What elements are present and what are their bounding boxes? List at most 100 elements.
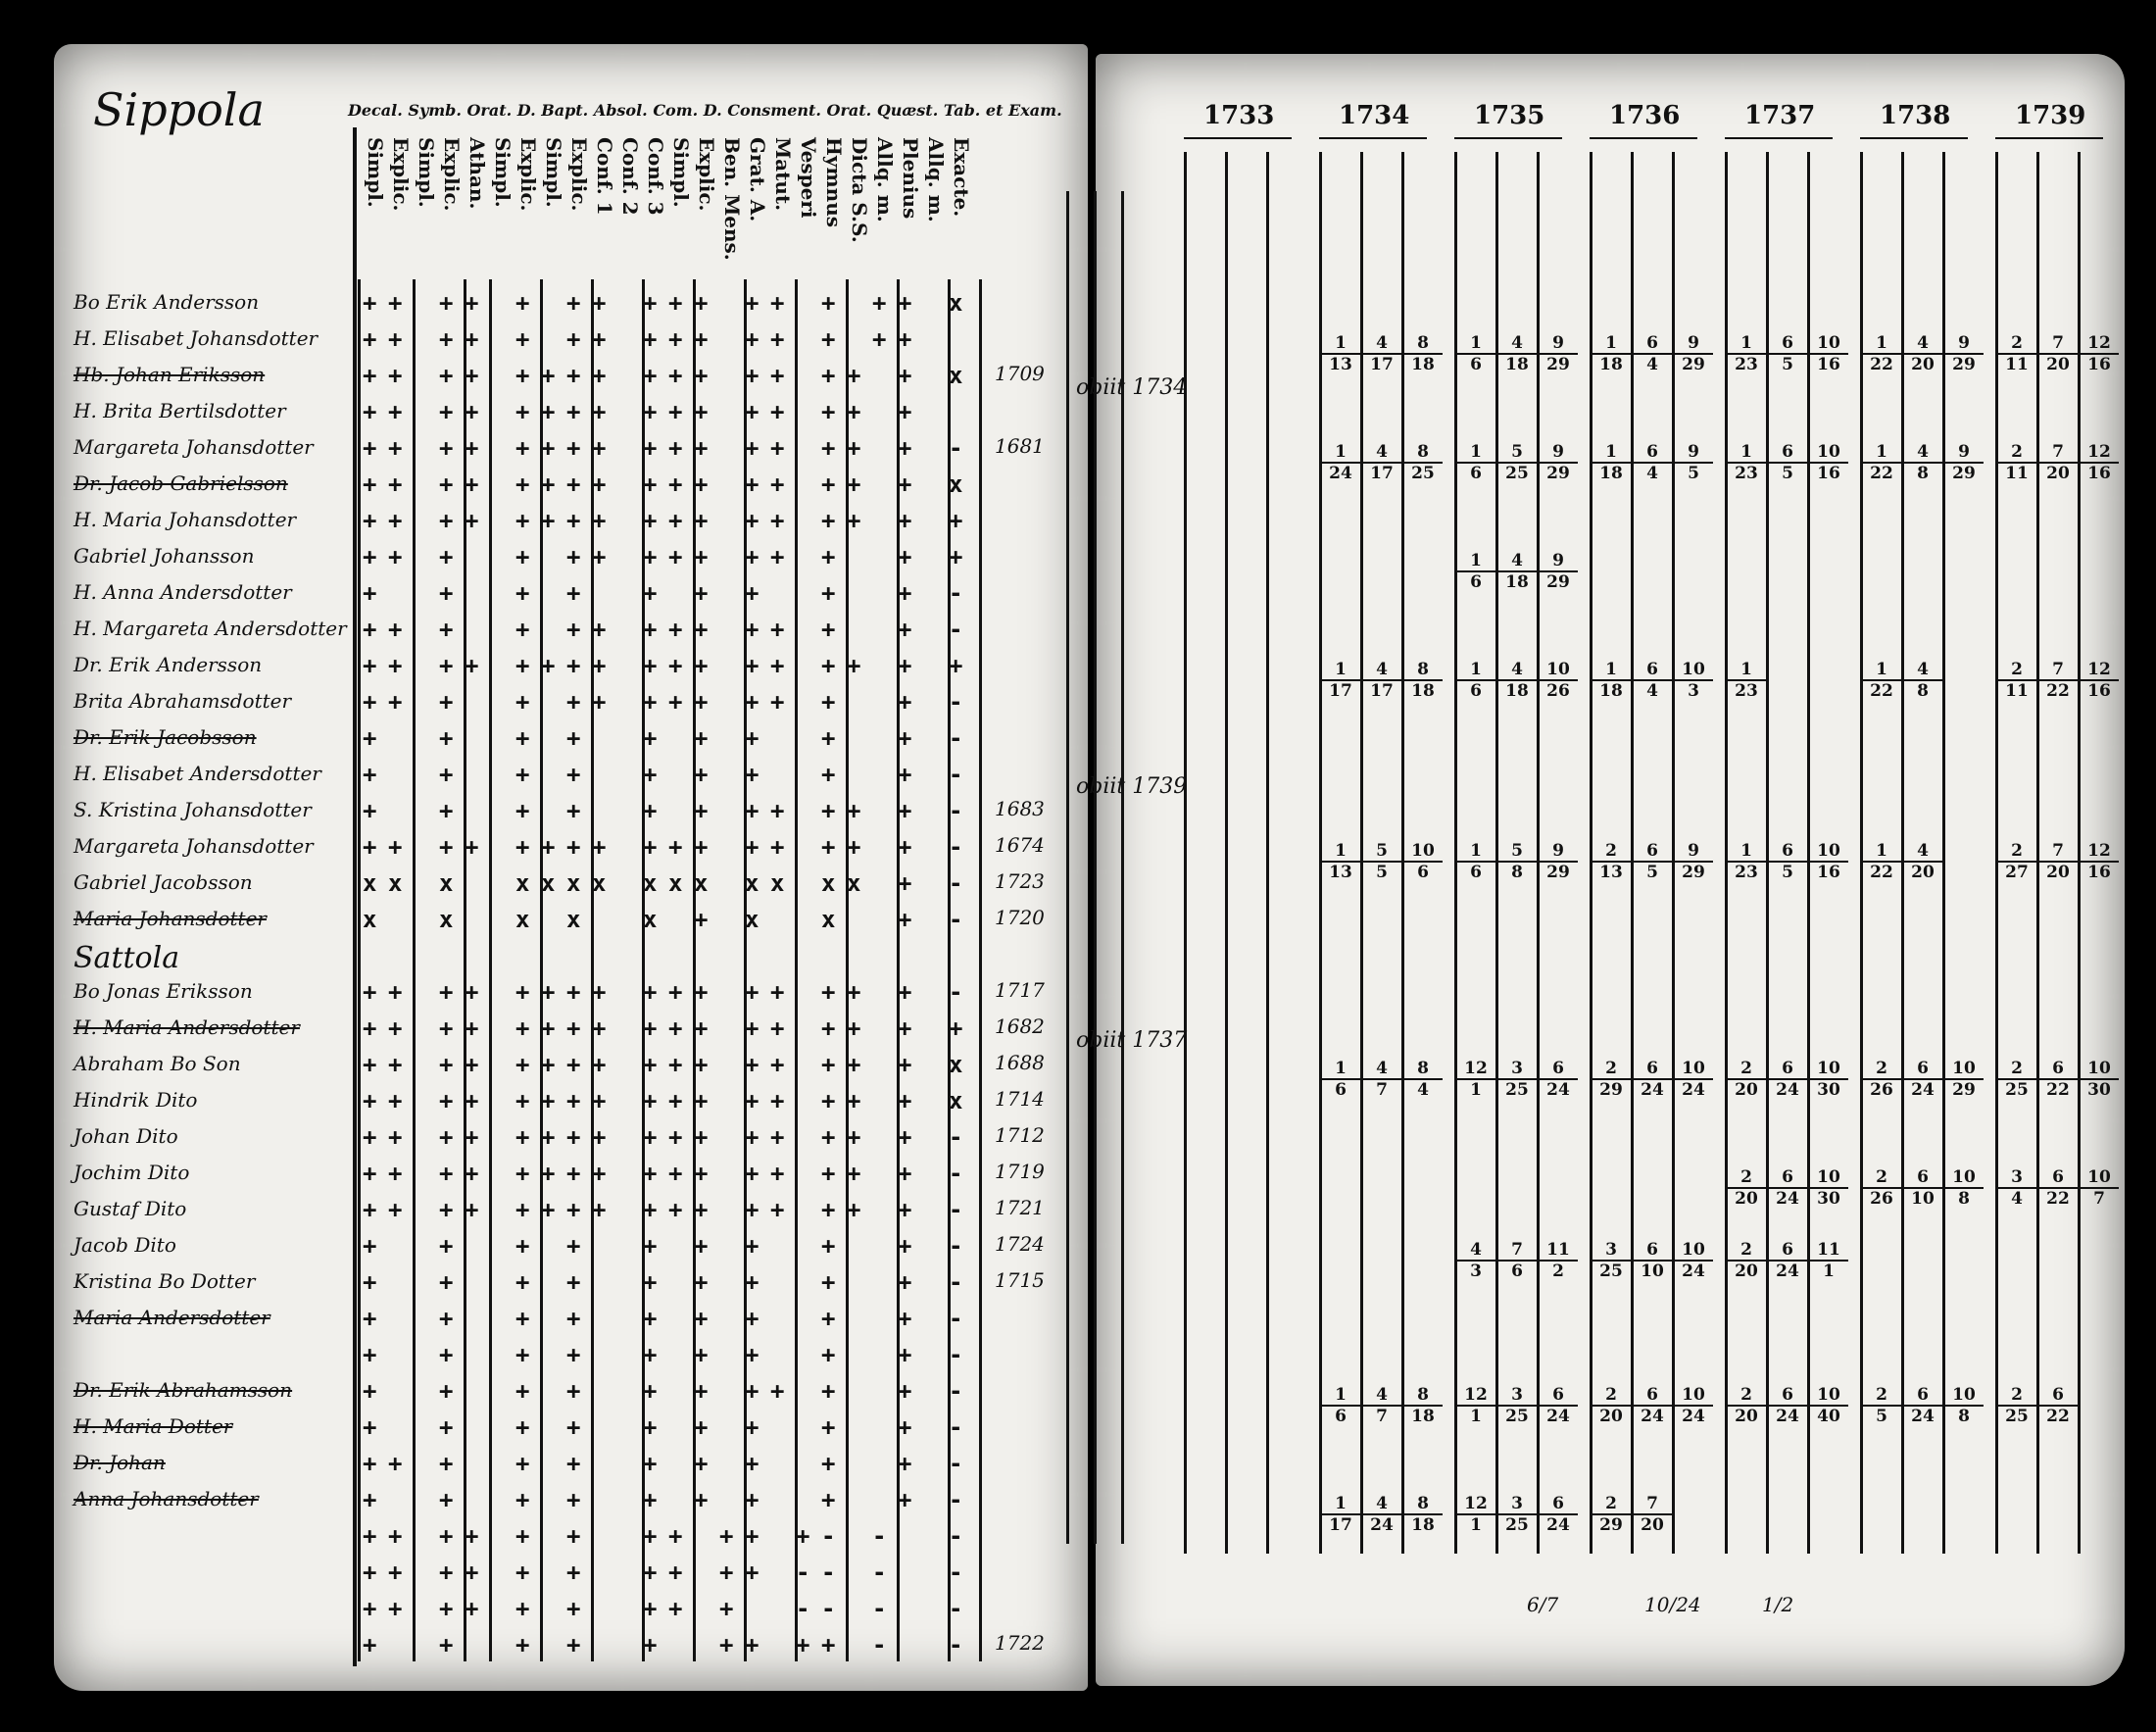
column-rule — [591, 279, 594, 1661]
fraction-entry: 6 24 — [1768, 1385, 1807, 1426]
person-name: Gustaf Dito — [74, 1197, 187, 1220]
year-header: 1733 — [1203, 101, 1275, 130]
denominator: 6 — [1470, 572, 1482, 592]
numerator: 2 — [1997, 1385, 2036, 1407]
year-header: 1737 — [1744, 101, 1816, 130]
denominator: 25 — [1505, 1407, 1529, 1426]
numerator: 2 — [1862, 1385, 1901, 1407]
numerator: 6 — [1633, 1385, 1672, 1407]
denominator: 10 — [1911, 1189, 1935, 1209]
column-rule — [358, 279, 361, 1661]
exam-marks: + + + + + + + + + - — [363, 761, 974, 788]
fraction-entry: 6 24 — [1633, 1059, 1672, 1100]
fraction-entry: 4 17 — [1362, 333, 1401, 374]
numerator: 9 — [1539, 551, 1578, 572]
person-name: Bo Jonas Eriksson — [74, 979, 253, 1003]
fraction-entry: 4 20 — [1903, 841, 1942, 882]
fraction-entry: 2 11 — [1997, 660, 2036, 701]
column-rule — [693, 279, 696, 1661]
denominator: 6 — [1470, 355, 1482, 374]
column-header: Conf. 2 — [618, 137, 642, 216]
denominator: 18 — [1411, 1407, 1435, 1426]
numerator: 4 — [1362, 1494, 1401, 1515]
numerator: 2 — [1727, 1240, 1766, 1262]
fraction-entry: 10 24 — [1674, 1385, 1713, 1426]
column-header: Dicta S.S. — [848, 137, 871, 243]
numerator: 1 — [1862, 841, 1901, 863]
denominator: 16 — [2087, 355, 2111, 374]
fraction-entry: 6 24 — [1539, 1385, 1578, 1426]
denominator: 11 — [2005, 355, 2029, 374]
exam-marks: ++ ++ ++++ +++ ++ ++ + - — [363, 978, 974, 1006]
fraction-entry: 2 27 — [1997, 841, 2036, 882]
numerator: 1 — [1456, 442, 1495, 464]
denominator: 29 — [1546, 355, 1570, 374]
denominator: 1 — [1470, 1080, 1482, 1100]
exam-marks: ++ ++ ++++ +++ ++ ++ + - — [363, 1160, 974, 1187]
person-name: Jacob Dito — [74, 1233, 176, 1257]
fraction-entry: 1 22 — [1862, 442, 1901, 483]
numerator: 1 — [1862, 660, 1901, 681]
column-header: Plenius — [899, 137, 922, 220]
denominator: 16 — [1817, 464, 1840, 483]
numerator: 6 — [1903, 1385, 1942, 1407]
denominator: 4 — [2011, 1189, 2023, 1209]
denominator: 29 — [1682, 863, 1705, 882]
fraction-entry: 9 29 — [1674, 333, 1713, 374]
denominator: 13 — [1329, 863, 1352, 882]
fraction-entry: 10 24 — [1674, 1240, 1713, 1281]
year-rule — [1860, 137, 1968, 139]
numerator: 10 — [1944, 1385, 1984, 1407]
fraction-entry: 10 30 — [2080, 1059, 2119, 1100]
denominator: 8 — [1511, 863, 1523, 882]
exam-marks: + + + + + + + + + - — [363, 1232, 974, 1260]
denominator: 25 — [1411, 464, 1435, 483]
year-header: 1735 — [1474, 101, 1545, 130]
numerator: 8 — [1403, 1059, 1443, 1080]
numerator: 1 — [1456, 660, 1495, 681]
denominator: 25 — [1505, 1515, 1529, 1535]
fraction-entry: 1 17 — [1321, 660, 1360, 701]
sub-column-rule — [2078, 152, 2081, 1554]
birth-year: 1683 — [995, 797, 1045, 820]
denominator: 18 — [1599, 464, 1623, 483]
numerator: 6 — [1633, 442, 1672, 464]
column-header: Simpl. — [415, 137, 438, 208]
person-name: Maria Andersdotter — [74, 1306, 270, 1329]
fraction-entry: 1 22 — [1862, 841, 1901, 882]
numerator: 2 — [1727, 1059, 1766, 1080]
fraction-entry: 8 18 — [1403, 1385, 1443, 1426]
exam-marks: ++ ++ + + ++ ++ +- - - — [363, 1522, 974, 1550]
sub-column-rule — [1672, 152, 1675, 1554]
denominator: 29 — [1546, 572, 1570, 592]
denominator: 24 — [1776, 1189, 1799, 1209]
numerator: 7 — [2038, 442, 2078, 464]
birth-year: 1674 — [995, 833, 1045, 857]
denominator: 8 — [1917, 681, 1929, 701]
denominator: 24 — [1329, 464, 1352, 483]
fraction-entry: 9 29 — [1944, 333, 1984, 374]
numerator: 2 — [1592, 1494, 1631, 1515]
person-name: Dr. Jacob Gabrielsson — [74, 471, 288, 495]
numerator: 6 — [1633, 660, 1672, 681]
fraction-entry: 6 24 — [1768, 1240, 1807, 1281]
sub-column-rule — [1995, 152, 1998, 1554]
left-column-rule — [1121, 191, 1124, 1544]
numerator: 1 — [1321, 442, 1360, 464]
denominator: 30 — [1817, 1080, 1840, 1100]
denominator: 20 — [1599, 1407, 1623, 1426]
numerator: 10 — [1674, 1059, 1713, 1080]
year-rule — [1319, 137, 1427, 139]
exam-marks: ++ ++ ++++ +++ ++ ++ + x — [363, 1087, 974, 1114]
fraction-entry: 5 25 — [1497, 442, 1537, 483]
fraction-entry: 1 13 — [1321, 333, 1360, 374]
